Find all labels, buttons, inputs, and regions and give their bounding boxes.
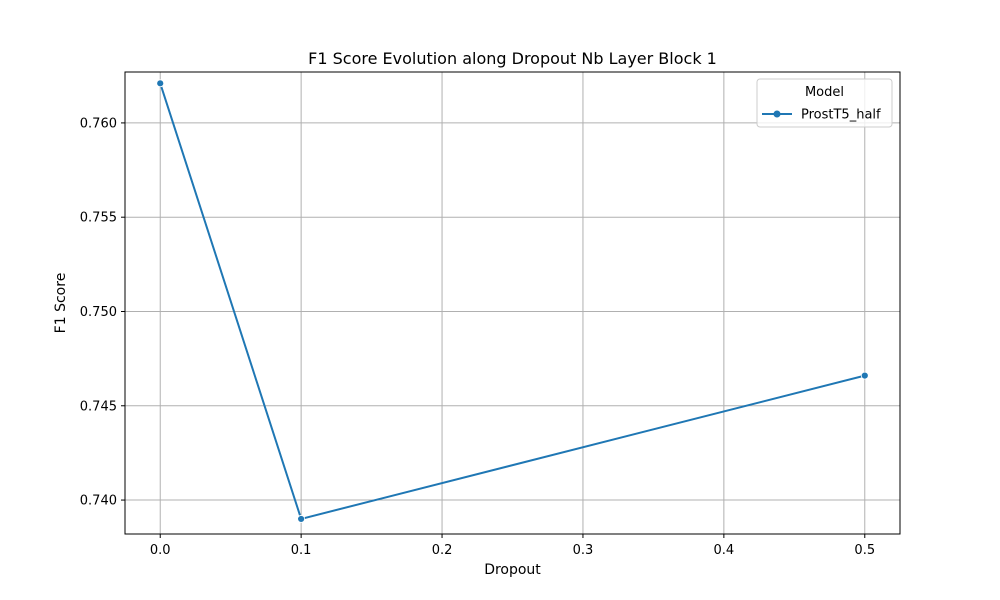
legend-swatch-marker	[773, 110, 781, 118]
chart-title: F1 Score Evolution along Dropout Nb Laye…	[308, 49, 717, 68]
x-tick-label: 0.2	[432, 543, 453, 558]
y-tick-label: 0.750	[80, 305, 117, 320]
y-tick-label: 0.740	[80, 494, 117, 509]
y-tick-label: 0.745	[80, 399, 117, 414]
y-tick-label: 0.760	[80, 116, 117, 131]
x-tick-label: 0.5	[854, 543, 875, 558]
y-axis: 0.740 0.745 0.750 0.755 0.760	[80, 116, 125, 509]
data-point	[297, 515, 306, 523]
y-tick-label: 0.755	[80, 211, 117, 226]
x-axis-title: Dropout	[484, 562, 541, 578]
x-tick-label: 0.3	[573, 543, 594, 558]
x-tick-label: 0.1	[291, 543, 312, 558]
y-axis-title: F1 Score	[53, 273, 69, 334]
plot-frame	[124, 71, 901, 535]
x-tick-label: 0.4	[714, 543, 735, 558]
legend: Model ProstT5_half	[756, 78, 893, 128]
x-axis: 0.0 0.1 0.2 0.3 0.4 0.5	[150, 534, 875, 558]
legend-title: Model	[805, 85, 844, 100]
legend-series-label: ProstT5_half	[801, 108, 881, 123]
series-layer	[156, 79, 869, 523]
data-point	[156, 79, 165, 88]
x-tick-label: 0.0	[150, 543, 171, 558]
data-point	[860, 371, 869, 380]
